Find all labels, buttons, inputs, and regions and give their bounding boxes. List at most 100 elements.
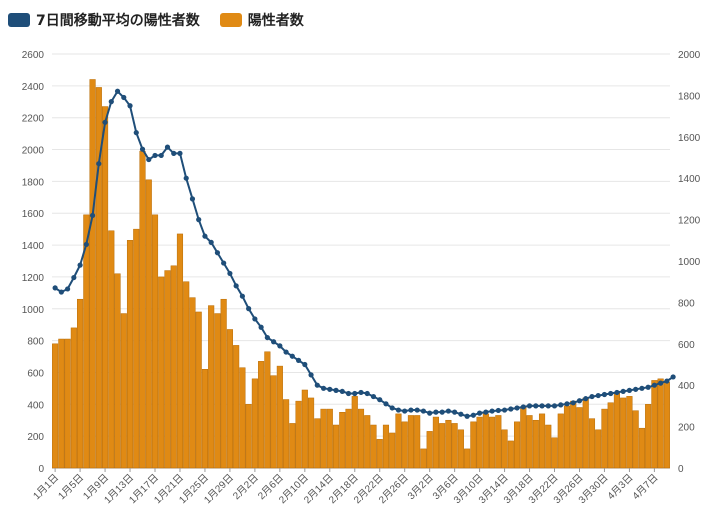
left-tick-label: 1000 (22, 305, 45, 316)
left-tick-label: 2000 (22, 146, 45, 157)
bar (189, 297, 196, 469)
line-point (470, 412, 476, 418)
line-point (271, 339, 277, 345)
line-point (595, 392, 601, 399)
bar (357, 408, 365, 469)
line-point (439, 409, 445, 415)
line-point (489, 408, 495, 414)
bar (170, 265, 177, 469)
line-point (196, 217, 202, 223)
x-tick-label: 4月3日 (605, 472, 635, 502)
line-point (233, 283, 239, 289)
line-point (402, 408, 408, 414)
bar (495, 415, 502, 469)
right-tick-label: 1200 (678, 216, 701, 227)
line-point (377, 397, 383, 403)
bar (164, 270, 171, 469)
line-point (277, 343, 283, 349)
bar (482, 413, 489, 469)
bar (52, 343, 59, 469)
line-point (295, 357, 302, 363)
line-point (239, 293, 245, 299)
bar (576, 407, 583, 469)
left-tick-label: 1800 (22, 177, 45, 188)
legend-item-moving-average[interactable]: 7日間移動平均の陽性者数 (8, 10, 200, 30)
bar (83, 214, 90, 469)
bar (620, 397, 627, 469)
bar (532, 419, 539, 469)
bar (657, 378, 664, 469)
bar (351, 396, 358, 469)
bar (595, 429, 602, 469)
line-point (526, 403, 533, 409)
bar (545, 424, 552, 469)
line-point (583, 396, 589, 402)
legend-label-positive-cases: 陽性者数 (247, 13, 304, 29)
line-point (576, 398, 583, 404)
bar (607, 402, 614, 469)
left-axis: 0 200 400 600 800 1000 1200 1400 1600 1800 2000 220… (22, 50, 45, 475)
right-tick-label: 2000 (678, 50, 701, 61)
line-point (133, 130, 139, 136)
bar (439, 423, 446, 469)
bar (626, 396, 633, 469)
bar (183, 281, 190, 469)
bar (382, 424, 390, 469)
legend-item-positive-cases[interactable]: 陽性者数 (219, 10, 304, 30)
bar (645, 404, 652, 469)
bar (151, 214, 159, 469)
bar (195, 311, 202, 469)
line-point (252, 316, 258, 322)
line-point (127, 103, 133, 109)
bar (226, 329, 233, 469)
x-tick-label: 2月2日 (231, 472, 261, 502)
line-point (177, 150, 183, 156)
line-point (420, 408, 427, 414)
line-point (96, 161, 102, 167)
left-tick-label: 600 (27, 368, 44, 379)
bar (476, 416, 483, 469)
line-point (345, 390, 352, 397)
bar (201, 369, 208, 469)
line-point (214, 250, 221, 256)
bar (126, 240, 134, 469)
bar (295, 400, 302, 469)
bar (551, 437, 558, 469)
left-tick-label: 800 (27, 337, 44, 348)
line-point (102, 119, 108, 125)
line-point (514, 405, 520, 411)
bar (176, 233, 184, 469)
line-point (539, 403, 545, 409)
bar (258, 361, 265, 469)
line-point (158, 152, 164, 159)
bar (651, 380, 658, 469)
left-tick-label: 0 (38, 464, 44, 475)
bar (233, 345, 240, 469)
right-tick-label: 800 (678, 298, 695, 309)
left-tick-label: 2200 (22, 114, 45, 125)
line-point (146, 156, 152, 163)
line-point (352, 390, 358, 397)
line-point (327, 386, 333, 392)
line-point (601, 391, 608, 398)
line-point (202, 233, 208, 239)
bar (108, 230, 115, 469)
bar (432, 416, 439, 469)
right-tick-label: 1800 (678, 91, 701, 102)
legend-swatch-line (8, 13, 30, 27)
bar (208, 305, 215, 469)
bar (220, 298, 227, 469)
bar (570, 400, 577, 469)
line-point (477, 410, 483, 416)
bar (426, 431, 433, 469)
line-point (183, 175, 189, 181)
line-point (383, 401, 389, 407)
line-point (408, 407, 414, 413)
line-series (52, 88, 676, 419)
x-tick-label: 4月7日 (630, 472, 660, 502)
line-point (551, 403, 558, 409)
x-tick-label: 1月5日 (56, 472, 86, 502)
bar (326, 408, 333, 469)
bar (489, 416, 496, 469)
bar-series (52, 79, 670, 469)
